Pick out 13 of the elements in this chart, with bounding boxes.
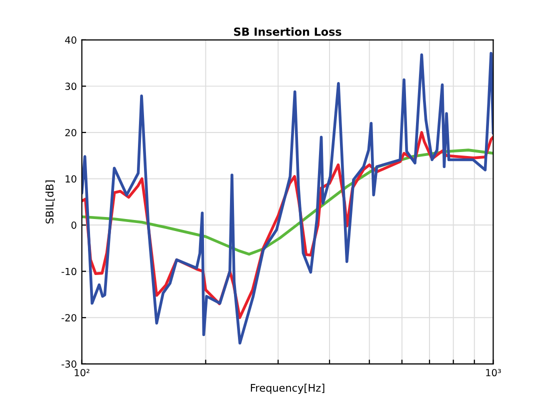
y-tick-label: -10 [62,268,76,276]
y-tick-label: 40 [65,36,76,44]
chart-title: SB Insertion Loss [234,27,342,36]
x-tick-label: 10² [74,368,90,376]
y-tick-label: -30 [62,360,76,368]
y-tick-label: 20 [65,128,76,136]
x-axis-title: Frequency[Hz] [250,384,324,394]
x-tick-label: 10³ [486,368,501,376]
y-tick-label: 10 [66,175,76,183]
y-axis-title: SBIL[dB] [45,180,55,224]
y-tick-label: 30 [65,82,76,90]
y-tick-label: 0 [71,222,76,229]
y-tick-label: -20 [62,314,76,322]
